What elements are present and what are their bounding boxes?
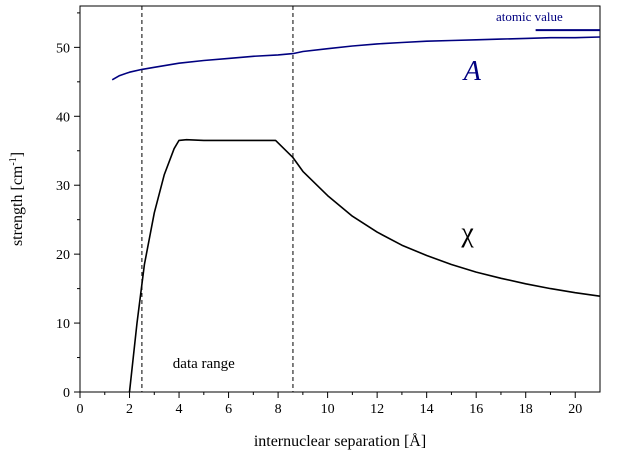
y-tick-label: 20 [56,248,70,263]
x-tick-label: 18 [519,402,533,417]
y-tick-label: 50 [56,41,70,56]
x-tick-label: 8 [275,402,282,417]
y-axis-title-main: strength [cm [9,165,26,246]
x-axis-ticks: 0 2 4 6 8 10 12 14 16 18 20 [77,392,582,417]
x-tick-label: 0 [77,402,84,417]
x-tick-label: 10 [321,402,335,417]
y-tick-label: 0 [63,386,70,401]
y-axis-title-superscript: -1 [8,157,19,165]
y-axis-ticks: 0 10 20 30 40 50 [56,12,80,401]
x-tick-label: 2 [126,402,133,417]
data-range-markers [141,6,294,392]
plot-frame [79,5,601,393]
series-line-chi [128,138,601,393]
x-tick-label: 12 [370,402,384,417]
x-tick-label: 4 [176,402,183,417]
data-range-label: data range [173,356,235,372]
x-tick-label: 6 [225,402,232,417]
y-tick-label: 30 [56,179,70,194]
x-axis-title: internuclear separation [Å] [254,432,426,450]
series-label-chi: χ [460,218,474,249]
x-tick-label: 20 [568,402,582,417]
series-layer [111,36,601,393]
series-line-a [111,36,601,81]
y-tick-label: 40 [56,110,70,125]
atomic-value-label: atomic value [496,9,563,24]
y-tick-label: 10 [56,317,70,332]
series-label-a: A [462,56,482,87]
y-axis-title-end: ] [9,152,26,157]
y-axis-title: strength [cm-1] [8,152,26,246]
x-tick-label: 14 [420,402,434,417]
x-tick-label: 16 [469,402,483,417]
